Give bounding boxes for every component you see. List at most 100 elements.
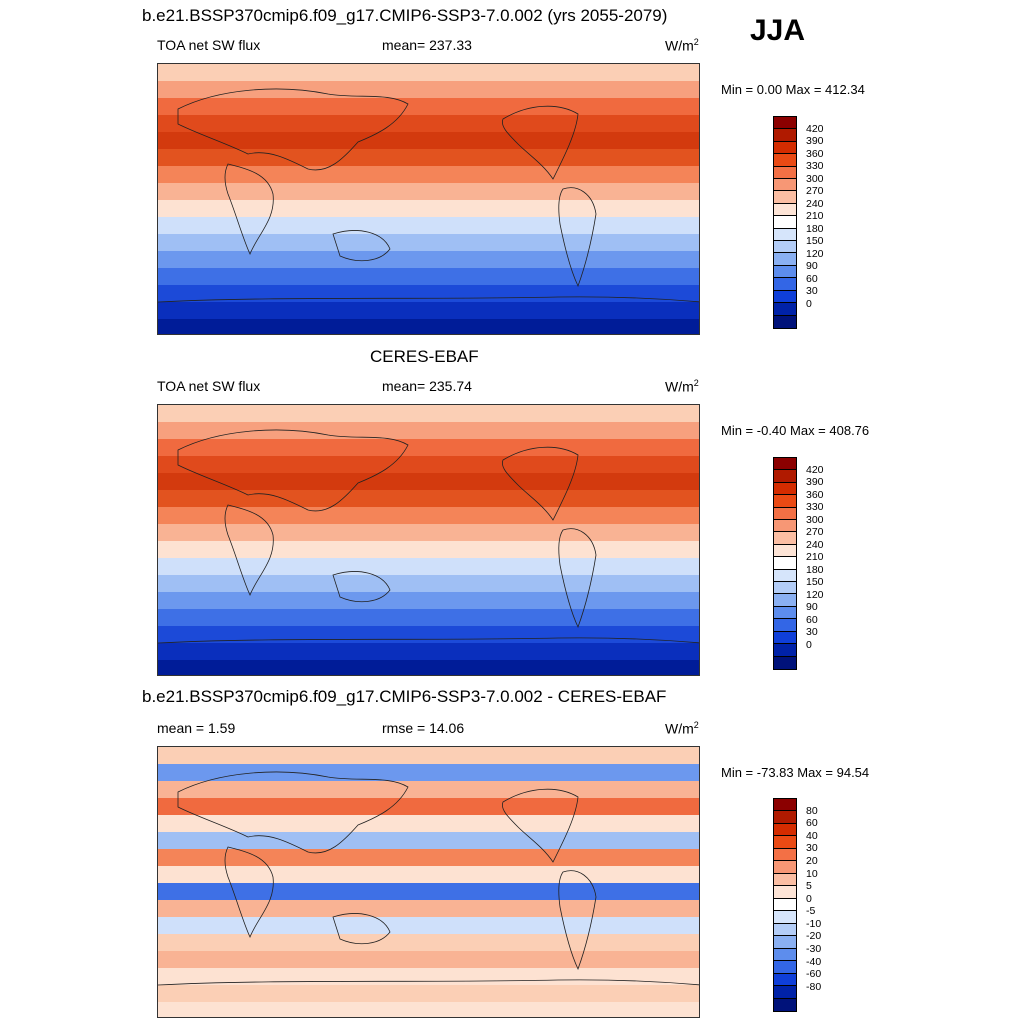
colorbar-swatch [774,470,796,483]
map-band [158,302,699,320]
colorbar-label: 10 [806,867,818,880]
map-band [158,951,699,969]
panel-3-map-field [158,747,699,1017]
map-band [158,149,699,167]
colorbar-label: 210 [806,210,824,223]
map-band [158,660,699,675]
map-band [158,319,699,334]
map-band [158,798,699,816]
colorbar-label: 300 [806,513,824,526]
map-band [158,456,699,474]
map-band [158,764,699,782]
colorbar-swatch [774,923,796,937]
coastline [224,504,274,597]
map-band [158,132,699,150]
colorbar-swatch [774,228,796,242]
colorbar-label: -20 [806,930,822,943]
colorbar-swatch [774,117,796,130]
colorbar-label: 300 [806,172,824,185]
colorbar-label: 30 [806,285,818,298]
colorbar-swatch [774,544,796,558]
map-band [158,285,699,303]
map-band [158,507,699,525]
map-band [158,268,699,286]
colorbar-label: -80 [806,980,822,993]
map-band [158,626,699,644]
map-band [158,900,699,918]
coastline [177,429,409,512]
coastline [501,788,579,863]
colorbar-swatch [774,532,796,545]
colorbar-label: 5 [806,880,812,893]
map-band [158,473,699,491]
colorbar-swatch [774,861,796,874]
colorbar-swatch [774,594,796,607]
colorbar-swatch [774,656,796,669]
colorbar-label: 180 [806,222,824,235]
panel-3-minmax: Min = -73.83 Max = 94.54 [721,765,870,780]
coastline [332,913,391,945]
map-band [158,439,699,457]
colorbar-swatch [774,569,796,583]
coastline [501,446,579,521]
colorbar-swatch [774,848,796,862]
map-band [158,234,699,252]
map-band [158,747,699,765]
map-band [158,866,699,884]
coastline [501,105,579,180]
panel-1-minmax: Min = 0.00 Max = 412.34 [721,82,865,97]
colorbar-swatch [774,315,796,328]
map-band [158,64,699,82]
map-band [158,558,699,576]
colorbar-label: 420 [806,463,824,476]
panel-3-title: b.e21.BSSP370cmip6.f09_g17.CMIP6-SSP3-7.… [142,687,667,706]
map-band [158,609,699,627]
map-band [158,541,699,559]
colorbar-swatch [774,303,796,316]
colorbar-label: 180 [806,563,824,576]
coastline [158,979,699,986]
colorbar-swatch [774,495,796,508]
colorbar-swatch [774,619,796,632]
colorbar-swatch [774,290,796,304]
panel-1-map [157,63,700,335]
panel-1-variable: TOA net SW flux [157,37,261,53]
panel-3-units: W/m2 [665,720,699,737]
colorbar-swatch [774,644,796,657]
colorbar-swatch [774,507,796,521]
colorbar-swatch [774,179,796,192]
panel-2-map-field [158,405,699,675]
colorbar-label: 90 [806,260,818,273]
colorbar-swatch [774,631,796,645]
colorbar-swatch [774,520,796,533]
map-band [158,217,699,235]
colorbar-label: -60 [806,968,822,981]
colorbar-label: 60 [806,817,818,830]
colorbar-swatch [774,216,796,229]
coastline [224,163,274,256]
coastline [158,296,699,303]
colorbar-label: 240 [806,197,824,210]
colorbar-label: 120 [806,588,824,601]
panel-1-title: b.e21.BSSP370cmip6.f09_g17.CMIP6-SSP3-7.… [142,6,668,25]
panel-1-colorbar [773,116,797,329]
panel-3-rmse: rmse = 14.06 [382,720,465,736]
colorbar-label: 40 [806,829,818,842]
coastline [177,88,409,171]
coastline [558,187,597,288]
colorbar-swatch [774,961,796,974]
colorbar-swatch [774,166,796,180]
colorbar-swatch [774,606,796,620]
colorbar-swatch [774,836,796,849]
colorbar-label: 150 [806,235,824,248]
panel-3-map [157,746,700,1018]
colorbar-label: 60 [806,613,818,626]
colorbar-label: -30 [806,943,822,956]
colorbar-label: -5 [806,905,816,918]
map-band [158,832,699,850]
map-band [158,524,699,542]
colorbar-swatch [774,154,796,167]
colorbar-label: 330 [806,160,824,173]
colorbar-swatch [774,253,796,266]
colorbar-label: 270 [806,526,824,539]
